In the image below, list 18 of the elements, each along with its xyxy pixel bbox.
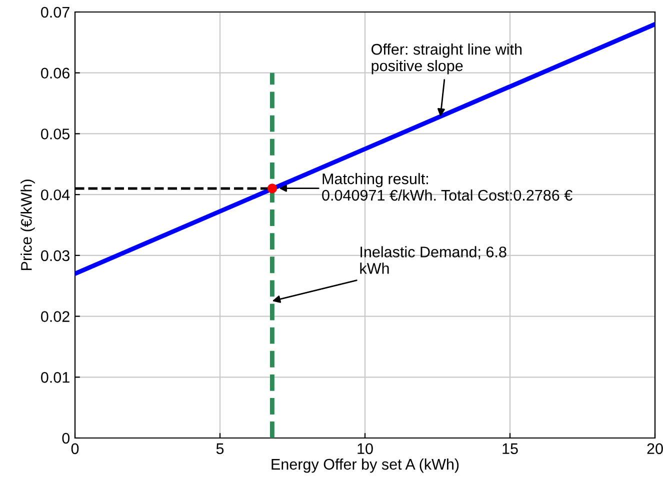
- y-tick-label: 0.02: [41, 311, 70, 322]
- y-tick-label: 0: [62, 432, 70, 444]
- x-tick-label: 0: [71, 443, 79, 454]
- x-tick-label: 20: [647, 443, 663, 454]
- x-tick-label: 15: [502, 443, 518, 454]
- annotation: Matching result: 0.040971 €/kWh. Total Cost:0.2786 €: [322, 173, 572, 201]
- x-axis-title: Energy Offer by set A (kWh): [272, 458, 459, 473]
- y-tick-label: 0.05: [41, 128, 70, 140]
- y-tick-label: 0.06: [41, 68, 70, 79]
- y-tick-label: 0.07: [41, 6, 70, 18]
- y-axis-title: Price (€/kWh): [20, 180, 35, 270]
- x-tick-label: 10: [358, 443, 373, 454]
- x-tick-label: 5: [216, 443, 224, 454]
- annotation: Offer: straight line with positive slope: [372, 44, 522, 74]
- y-tick-label: 0.01: [41, 372, 70, 383]
- y-tick-label: 0.04: [41, 189, 70, 200]
- y-tick-label: 0.03: [41, 250, 70, 262]
- annotation: Inelastic Demand; 6.8 kWh: [360, 246, 506, 274]
